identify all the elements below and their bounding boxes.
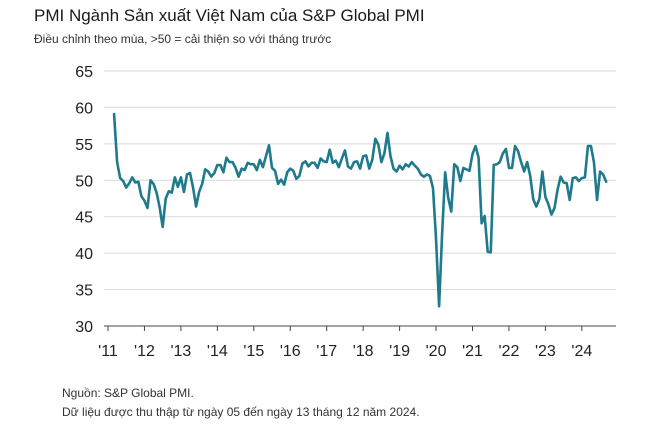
x-tick-label: '18 [353, 343, 374, 360]
chart-title: PMI Ngành Sản xuất Việt Nam của S&P Glob… [34, 6, 425, 25]
x-tick-label: '14 [207, 343, 228, 360]
y-tick-label: 35 [75, 283, 93, 300]
x-tick-label: '16 [280, 343, 301, 360]
source-note: Nguồn: S&P Global PMI. [62, 386, 194, 400]
x-tick-label: '20 [426, 343, 447, 360]
x-tick-label: '21 [462, 343, 483, 360]
x-tick-label: '15 [243, 343, 264, 360]
x-tick-label: '24 [571, 343, 592, 360]
y-tick-label: 30 [75, 319, 93, 336]
chart-subtitle: Điều chỉnh theo mùa, >50 = cải thiện so … [34, 32, 332, 46]
y-tick-label: 65 [75, 64, 93, 81]
data-collection-note: Dữ liệu được thu thập từ ngày 05 đến ngà… [62, 405, 420, 419]
x-tick-label: '17 [316, 343, 337, 360]
y-tick-label: 55 [75, 137, 93, 154]
x-tick-label: '23 [535, 343, 556, 360]
x-tick-label: '22 [499, 343, 520, 360]
x-tick-label: '19 [389, 343, 410, 360]
y-tick-label: 60 [75, 100, 93, 117]
x-tick-label: '11 [98, 343, 118, 360]
y-tick-label: 40 [75, 246, 93, 263]
x-tick-label: '12 [134, 343, 155, 360]
y-tick-label: 45 [75, 210, 93, 227]
y-tick-label: 50 [75, 173, 93, 190]
pmi-series-line [112, 112, 608, 308]
x-tick-label: '13 [170, 343, 191, 360]
